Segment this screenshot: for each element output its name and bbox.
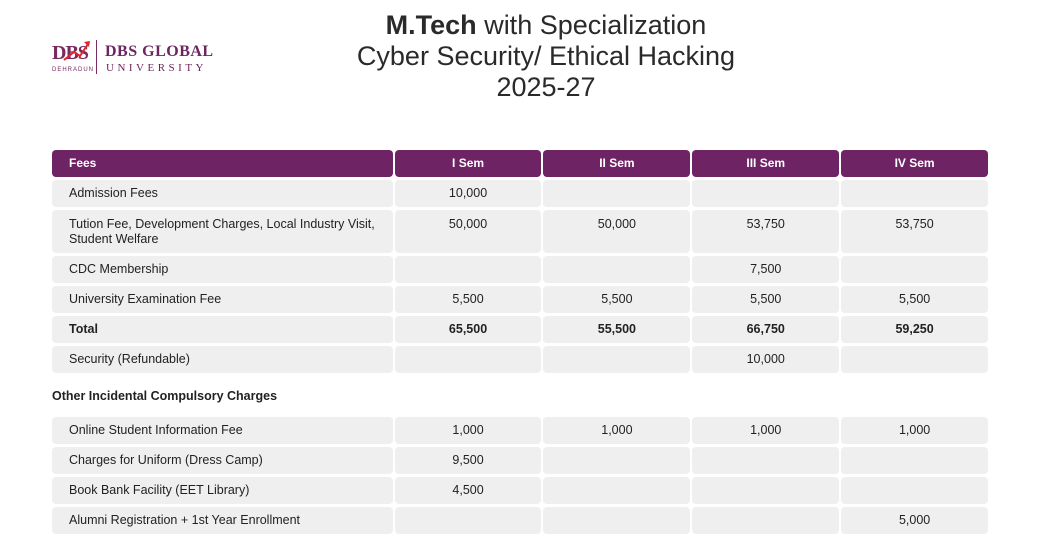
row-value [841, 256, 988, 283]
logo-mark-subtitle: DEHRADUN [52, 67, 95, 73]
title-rest: with Specialization [476, 10, 707, 40]
header-sem-3: III Sem [692, 150, 840, 177]
table-row: University Examination Fee 5,500 5,500 5… [52, 286, 988, 313]
table-row: Security (Refundable) 10,000 [52, 346, 988, 373]
total-value: 65,500 [394, 316, 542, 343]
row-value [543, 477, 691, 504]
row-value: 1,000 [841, 417, 988, 444]
section-title-other-charges: Other Incidental Compulsory Charges [52, 389, 278, 403]
row-label: Charges for Uniform (Dress Camp) [52, 447, 393, 474]
row-value [692, 447, 840, 474]
row-value: 1,000 [692, 417, 840, 444]
row-label: Admission Fees [52, 180, 393, 207]
title-line2: Cyber Security/ Ethical Hacking [356, 41, 736, 71]
total-value: 59,250 [841, 316, 988, 343]
row-value: 5,500 [692, 286, 840, 313]
row-value [543, 447, 691, 474]
table-row: Book Bank Facility (EET Library) 4,500 [52, 477, 988, 504]
row-value: 50,000 [394, 210, 542, 253]
table-row: Charges for Uniform (Dress Camp) 9,500 [52, 447, 988, 474]
logo-divider [96, 40, 97, 74]
row-label: CDC Membership [52, 256, 393, 283]
row-value [394, 346, 542, 373]
row-value: 5,500 [394, 286, 542, 313]
page-title: M.Tech with Specialization Cyber Securit… [0, 10, 1040, 103]
row-value [394, 256, 542, 283]
fees-table: Fees I Sem II Sem III Sem IV Sem Admissi… [52, 150, 988, 376]
row-value [543, 507, 691, 534]
row-value: 9,500 [394, 447, 542, 474]
table-row: Alumni Registration + 1st Year Enrollmen… [52, 507, 988, 534]
row-value [394, 507, 542, 534]
header-fees: Fees [52, 150, 393, 177]
header-sem-2: II Sem [543, 150, 691, 177]
row-value [692, 477, 840, 504]
logo-name-line2: UNIVERSITY [106, 62, 207, 74]
row-value [841, 447, 988, 474]
total-value: 66,750 [692, 316, 840, 343]
total-label: Total [52, 316, 393, 343]
row-label: Online Student Information Fee [52, 417, 393, 444]
row-value: 5,500 [841, 286, 988, 313]
logo-mark-text: DBS [52, 42, 89, 64]
logo-name-line1: DBS GLOBAL [105, 43, 214, 60]
row-value [841, 477, 988, 504]
row-value: 53,750 [841, 210, 988, 253]
title-bold: M.Tech [385, 10, 477, 40]
table-row: Online Student Information Fee 1,000 1,0… [52, 417, 988, 444]
row-value: 7,500 [692, 256, 840, 283]
row-value: 4,500 [394, 477, 542, 504]
row-value: 5,000 [841, 507, 988, 534]
header-sem-1: I Sem [394, 150, 542, 177]
title-line1: M.Tech with Specialization [0, 10, 1040, 41]
row-value: 53,750 [692, 210, 840, 253]
university-logo: DBS DEHRADUN DBS GLOBAL UNIVERSITY [50, 36, 220, 80]
other-charges-table: Online Student Information Fee 1,000 1,0… [52, 417, 988, 537]
table-row: Tution Fee, Development Charges, Local I… [52, 210, 988, 253]
row-value: 10,000 [692, 346, 840, 373]
table-row: Admission Fees 10,000 [52, 180, 988, 207]
row-value [692, 507, 840, 534]
row-value [692, 180, 840, 207]
row-label: Tution Fee, Development Charges, Local I… [52, 210, 393, 253]
row-value [543, 256, 691, 283]
row-value: 10,000 [394, 180, 542, 207]
row-value: 1,000 [394, 417, 542, 444]
row-label: Alumni Registration + 1st Year Enrollmen… [52, 507, 393, 534]
row-value [543, 180, 691, 207]
row-value: 5,500 [543, 286, 691, 313]
total-value: 55,500 [543, 316, 691, 343]
row-label: University Examination Fee [52, 286, 393, 313]
arrow-icon [63, 41, 90, 61]
header-sem-4: IV Sem [841, 150, 988, 177]
row-label: Book Bank Facility (EET Library) [52, 477, 393, 504]
total-row: Total 65,500 55,500 66,750 59,250 [52, 316, 988, 343]
row-value [841, 180, 988, 207]
row-value [841, 346, 988, 373]
dbs-logo-mark: DBS DEHRADUN [50, 36, 94, 80]
table-row: CDC Membership 7,500 [52, 256, 988, 283]
row-label: Security (Refundable) [52, 346, 393, 373]
table-header-row: Fees I Sem II Sem III Sem IV Sem [52, 150, 988, 177]
row-value: 50,000 [543, 210, 691, 253]
row-value [543, 346, 691, 373]
row-value: 1,000 [543, 417, 691, 444]
title-line3: 2025-27 [496, 72, 596, 102]
